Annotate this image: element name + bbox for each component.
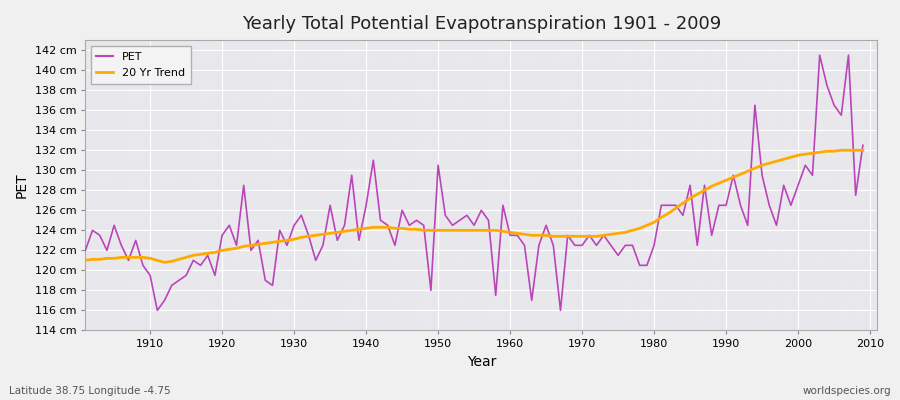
20 Yr Trend [159,260,170,265]
Text: Latitude 38.75 Longitude -4.75: Latitude 38.75 Longitude -4.75 [9,386,171,396]
Line: 20 Yr Trend: 20 Yr Trend [86,150,863,262]
20 Yr Trend [303,234,314,239]
20 Yr Trend [505,230,516,235]
PET [505,233,516,238]
PET [152,308,163,313]
20 Yr Trend [80,258,91,263]
20 Yr Trend [346,228,357,233]
20 Yr Trend [598,233,609,238]
20 Yr Trend [858,148,868,153]
PET [858,143,868,148]
Legend: PET, 20 Yr Trend: PET, 20 Yr Trend [91,46,191,84]
PET [80,248,91,253]
X-axis label: Year: Year [466,355,496,369]
PET [303,233,314,238]
PET [138,263,148,268]
PET [512,233,523,238]
20 Yr Trend [836,148,847,153]
20 Yr Trend [138,255,148,260]
20 Yr Trend [512,231,523,236]
Y-axis label: PET: PET [15,172,29,198]
Title: Yearly Total Potential Evapotranspiration 1901 - 2009: Yearly Total Potential Evapotranspiratio… [242,15,721,33]
PET [598,233,609,238]
PET [346,173,357,178]
Text: worldspecies.org: worldspecies.org [803,386,891,396]
PET [814,53,825,58]
Line: PET: PET [86,55,863,310]
